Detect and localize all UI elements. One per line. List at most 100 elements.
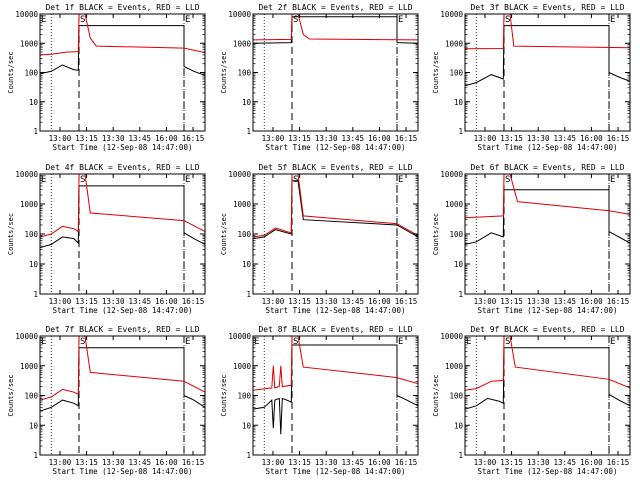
x-tick-label: 13:30 — [102, 458, 125, 467]
y-tick-label: 100 — [237, 69, 251, 78]
x-tick-label: 16:00 — [368, 134, 391, 143]
x-tick-label: 13:30 — [527, 297, 550, 306]
x-tick-label: 13:00 — [262, 134, 285, 143]
black-series-line — [465, 25, 630, 87]
chart-title: Det 9f BLACK = Events, RED = LLD — [470, 325, 624, 334]
x-tick-label: 13:30 — [527, 134, 550, 143]
interval-marker-e: E — [398, 337, 403, 347]
y-tick-label: 10000 — [440, 332, 463, 341]
y-tick-label: 1000 — [233, 39, 252, 48]
black-series-line — [40, 347, 205, 412]
y-tick-label: 10000 — [228, 10, 251, 19]
black-series-line — [253, 16, 418, 44]
y-tick-label: 10 — [454, 260, 464, 269]
x-tick-label: 13:15 — [75, 297, 98, 306]
interval-marker-e: E — [610, 175, 615, 185]
y-tick-label: 10000 — [228, 332, 251, 341]
x-tick-label: 13:30 — [102, 297, 125, 306]
x-tick-label: 13:45 — [342, 297, 365, 306]
interval-marker-e: E — [398, 15, 403, 25]
x-tick-label: 13:00 — [49, 134, 72, 143]
interval-marker-s: S — [505, 175, 510, 185]
chart-title: Det 1f BLACK = Events, RED = LLD — [45, 3, 199, 12]
y-tick-label: 1 — [458, 290, 463, 299]
interval-marker-s: S — [80, 337, 85, 347]
chart-title: Det 5f BLACK = Events, RED = LLD — [258, 163, 412, 172]
plot-frame — [252, 335, 419, 456]
interval-marker-s: S — [293, 15, 298, 25]
x-tick-label: 13:15 — [75, 458, 98, 467]
interval-marker-e: E — [254, 337, 259, 347]
y-axis-label: Counts/sec — [432, 51, 440, 93]
chart-panel-8: Det 8f BLACK = Events, RED = LLD 1 10 100 10… — [220, 325, 419, 476]
y-tick-label: 10000 — [440, 10, 463, 19]
plot-frame — [39, 335, 206, 456]
y-tick-label: 1 — [458, 451, 463, 460]
y-axis-label: Counts/sec — [220, 374, 228, 416]
interval-marker-e: E — [185, 175, 190, 185]
black-series-line — [253, 180, 418, 240]
x-tick-label: 13:45 — [129, 297, 152, 306]
x-tick-label: 13:45 — [129, 458, 152, 467]
x-tick-label: 16:15 — [395, 297, 418, 306]
interval-marker-e: E — [610, 15, 615, 25]
x-axis-label: Start Time (12-Sep-08 14:47:00) — [478, 467, 618, 476]
x-tick-label: 13:30 — [102, 134, 125, 143]
x-tick-label: 13:00 — [262, 297, 285, 306]
red-series-line — [253, 174, 418, 238]
y-tick-label: 10 — [454, 421, 464, 430]
y-axis-label: Counts/sec — [432, 374, 440, 416]
chart-panel-3: Det 3f BLACK = Events, RED = LLD 1 10 100 10… — [432, 3, 631, 152]
x-tick-label: 16:00 — [368, 297, 391, 306]
x-tick-label: 13:15 — [288, 458, 311, 467]
y-tick-label: 10 — [454, 98, 464, 107]
plot-frame — [464, 335, 631, 456]
chart-panel-4: Det 4f BLACK = Events, RED = LLD 1 10 100 10… — [7, 163, 206, 315]
interval-marker-s: S — [293, 337, 298, 347]
x-axis-label: Start Time (12-Sep-08 14:47:00) — [478, 143, 618, 152]
x-tick-label: 13:45 — [554, 297, 577, 306]
y-tick-label: 1000 — [445, 39, 464, 48]
y-tick-label: 10 — [242, 421, 252, 430]
x-tick-label: 13:00 — [474, 134, 497, 143]
x-tick-label: 16:15 — [607, 134, 630, 143]
chart-title: Det 6f BLACK = Events, RED = LLD — [470, 163, 624, 172]
series-group — [253, 174, 418, 240]
interval-marker-e: E — [41, 337, 46, 347]
y-tick-label: 1000 — [20, 39, 39, 48]
x-tick-label: 13:00 — [49, 458, 72, 467]
series-group — [465, 336, 630, 410]
series-group — [465, 14, 630, 87]
y-tick-label: 100 — [24, 69, 38, 78]
y-tick-label: 10 — [29, 98, 39, 107]
red-series-line — [253, 336, 418, 391]
chart-panel-6: Det 6f BLACK = Events, RED = LLD 1 10 100 10… — [432, 163, 631, 315]
y-tick-label: 1000 — [445, 200, 464, 209]
x-axis-label: Start Time (12-Sep-08 14:47:00) — [266, 306, 406, 315]
chart-title: Det 8f BLACK = Events, RED = LLD — [258, 325, 412, 334]
interval-marker-s: S — [80, 15, 85, 25]
x-tick-label: 16:15 — [182, 458, 205, 467]
series-group — [40, 174, 205, 249]
series-group — [40, 336, 205, 412]
y-tick-label: 1 — [246, 127, 251, 136]
chart-title: Det 7f BLACK = Events, RED = LLD — [45, 325, 199, 334]
y-tick-label: 1 — [458, 127, 463, 136]
chart-panel-1: Det 1f BLACK = Events, RED = LLD 1 10 100 10… — [7, 3, 206, 152]
chart-title: Det 2f BLACK = Events, RED = LLD — [258, 3, 412, 12]
x-tick-label: 13:15 — [500, 458, 523, 467]
y-tick-label: 10 — [242, 98, 252, 107]
series-group — [253, 14, 418, 44]
plot-frame — [39, 13, 206, 132]
x-tick-label: 13:00 — [49, 297, 72, 306]
chart-title: Det 4f BLACK = Events, RED = LLD — [45, 163, 199, 172]
red-series-line — [40, 14, 205, 56]
interval-marker-s: S — [80, 175, 85, 185]
plot-frame — [39, 173, 206, 295]
x-tick-label: 16:15 — [395, 134, 418, 143]
series-group — [40, 14, 205, 76]
interval-marker-s: S — [505, 337, 510, 347]
x-tick-label: 13:00 — [474, 297, 497, 306]
y-axis-label: Counts/sec — [432, 213, 440, 255]
